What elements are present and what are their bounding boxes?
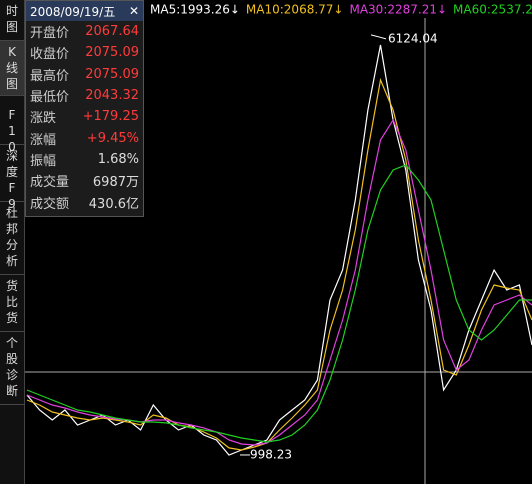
info-value: 2075.09 (85, 66, 139, 82)
close-button[interactable]: ✕ (128, 4, 139, 18)
info-label: 开盘价 (30, 26, 70, 42)
info-row: 成交额 430.6亿 (26, 191, 143, 212)
tab[interactable]: 个股诊断 (0, 332, 24, 405)
info-row: 开盘价 2067.64 (26, 21, 143, 42)
ma-line (26, 77, 532, 451)
info-value: 430.6亿 (88, 196, 139, 212)
low-label: 998.23 (250, 447, 292, 461)
tab[interactable]: 深度F9 (0, 145, 24, 211)
legend-entry: MA5:1993.26↓ (150, 3, 240, 17)
info-row: 振幅 1.68% (26, 149, 143, 170)
legend-entry: MA30:2287.21↓ (349, 3, 447, 17)
panel-header: 2008/09/19/五 ✕ (26, 1, 143, 21)
info-label: 最高价 (30, 68, 70, 84)
ma-line (26, 118, 532, 446)
info-value: 6987万 (92, 175, 139, 191)
info-label: 成交额 (30, 196, 70, 212)
info-value: 2075.09 (85, 45, 139, 61)
ma-line (26, 164, 532, 443)
info-row: 收盘价 2075.09 (26, 42, 143, 63)
info-row: 涨幅 +9.45% (26, 127, 143, 148)
info-row: 成交量 6987万 (26, 170, 143, 191)
tab[interactable]: K线图 (0, 41, 24, 96)
info-value: +179.25 (82, 109, 139, 125)
tab[interactable]: F10 (0, 104, 24, 154)
info-label: 成交量 (30, 175, 70, 191)
info-label: 振幅 (30, 153, 57, 169)
info-value: 2067.64 (85, 24, 139, 40)
info-label: 最低价 (30, 90, 70, 106)
info-label: 涨跌 (30, 111, 57, 127)
info-label: 收盘价 (30, 47, 70, 63)
side-tabs: 时图 K线图 F10 深度F9 杜邦分析 货比货 个股诊断 (0, 0, 25, 484)
info-panel: 2008/09/19/五 ✕ 开盘价 2067.64 收盘价 2075.09 最高价 20… (25, 0, 144, 217)
high-marker (370, 34, 387, 40)
tab[interactable]: 时图 (0, 0, 24, 41)
tab[interactable]: 货比货 (0, 275, 24, 332)
legend-entry: MA60:2537.20↓ (453, 3, 532, 17)
date: 2008/09/19/五 (30, 4, 116, 19)
info-row: 最高价 2075.09 (26, 64, 143, 85)
ma-line (26, 44, 532, 456)
info-value: 1.68% (97, 151, 139, 167)
info-row: 最低价 2043.32 (26, 85, 143, 106)
legend-entry: MA10:2068.77↓ (246, 3, 344, 17)
info-value: +9.45% (86, 130, 139, 146)
info-label: 涨幅 (30, 132, 57, 148)
info-value: 2043.32 (85, 88, 139, 104)
high-label: 6124.04 (388, 31, 438, 45)
info-row: 涨跌 +179.25 (26, 106, 143, 127)
tab[interactable]: 杜邦分析 (0, 202, 24, 275)
